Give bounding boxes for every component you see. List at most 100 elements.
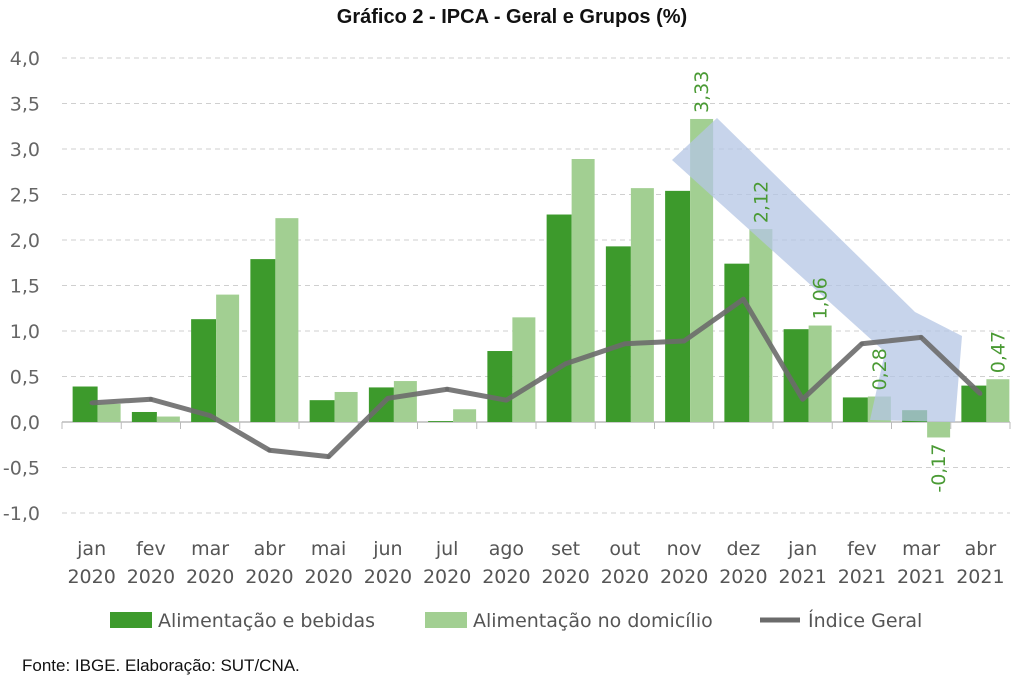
x-tick-label-month: jan	[76, 538, 106, 560]
bar-alimentacao-bebidas	[961, 385, 987, 422]
bar-alimentacao-domicilio	[927, 422, 951, 438]
x-tick-label-year: 2020	[660, 566, 708, 588]
line-point	[267, 448, 272, 453]
x-tick-label-year: 2021	[956, 566, 1004, 588]
bar-alimentacao-bebidas	[487, 351, 513, 422]
bar-alimentacao-domicilio	[453, 409, 477, 422]
x-tick-label-year: 2020	[245, 566, 293, 588]
line-point	[741, 297, 746, 302]
legend-label: Alimentação no domicílio	[473, 610, 713, 632]
bar-alimentacao-bebidas	[842, 397, 868, 422]
line-point	[504, 398, 509, 403]
x-tick-label-year: 2020	[482, 566, 530, 588]
x-tick-label-month: jan	[787, 538, 817, 560]
bar-alimentacao-domicilio	[393, 381, 417, 422]
line-point	[682, 339, 687, 344]
trend-arrow	[672, 118, 962, 422]
line-point	[563, 361, 568, 366]
bar-alimentacao-domicilio	[986, 379, 1010, 422]
x-tick-label-month: fev	[136, 538, 166, 560]
legend-label: Índice Geral	[808, 609, 922, 632]
bar-alimentacao-domicilio	[630, 188, 654, 422]
bar-alimentacao-domicilio	[97, 403, 121, 422]
x-tick-label-year: 2020	[601, 566, 649, 588]
bar-alimentacao-domicilio	[216, 294, 240, 422]
x-tick-label-month: ago	[489, 538, 524, 560]
line-point	[622, 341, 627, 346]
bar-alimentacao-bebidas	[191, 319, 217, 422]
y-tick-label: 3,0	[10, 139, 40, 161]
bar-alimentacao-bebidas	[131, 411, 157, 422]
x-tick-label-month: mar	[902, 538, 940, 560]
bar-alimentacao-bebidas	[605, 246, 631, 422]
bar-alimentacao-domicilio	[512, 317, 536, 422]
x-tick-label-year: 2021	[897, 566, 945, 588]
chart-title: Gráfico 2 - IPCA - Geral e Grupos (%)	[336, 6, 688, 28]
bar-alimentacao-domicilio	[571, 159, 595, 422]
y-tick-label: 2,0	[10, 230, 40, 252]
line-point	[208, 413, 213, 418]
legend-label: Alimentação e bebidas	[158, 610, 375, 632]
line-point	[859, 341, 864, 346]
x-tick-label-month: jun	[372, 538, 402, 560]
x-tick-label-month: mar	[191, 538, 229, 560]
bar-alimentacao-bebidas	[665, 190, 691, 422]
line-point	[800, 397, 805, 402]
x-tick-label-year: 2020	[67, 566, 115, 588]
bar-alimentacao-bebidas	[428, 421, 454, 422]
y-tick-label: 2,5	[10, 185, 40, 207]
x-tick-label-month: set	[551, 538, 580, 560]
x-tick-label-year: 2020	[304, 566, 352, 588]
line-point	[148, 397, 153, 402]
data-label: 2,12	[750, 181, 772, 223]
x-tick-label-year: 2021	[778, 566, 826, 588]
bar-alimentacao-bebidas	[546, 214, 572, 422]
x-tick-label-month: out	[609, 538, 640, 560]
x-tick-label-year: 2020	[719, 566, 767, 588]
y-tick-label: 1,5	[10, 276, 40, 298]
legend-swatch	[110, 612, 152, 628]
y-tick-label: 3,5	[10, 94, 40, 116]
y-tick-label: -0,5	[3, 458, 40, 480]
y-tick-label: 4,0	[10, 48, 40, 70]
x-tick-label-year: 2021	[838, 566, 886, 588]
line-point	[385, 396, 390, 401]
line-point	[978, 391, 983, 396]
bar-alimentacao-bebidas	[250, 259, 276, 422]
line-point	[326, 454, 331, 459]
data-label: 0,28	[869, 348, 891, 390]
line-point	[89, 400, 94, 405]
x-tick-label-month: nov	[667, 538, 702, 560]
x-tick-label-month: mai	[311, 538, 346, 560]
data-label: 1,06	[810, 277, 832, 319]
line-indice-geral	[91, 296, 983, 460]
bar-alimentacao-domicilio	[275, 218, 299, 422]
x-tick-label-year: 2020	[364, 566, 412, 588]
x-tick-label-month: abr	[965, 538, 997, 560]
x-tick-label-year: 2020	[541, 566, 589, 588]
data-label: 0,47	[987, 331, 1009, 373]
bar-alimentacao-domicilio	[156, 416, 180, 422]
y-tick-label: 1,0	[10, 321, 40, 343]
x-tick-label-month: fev	[847, 538, 877, 560]
y-tick-label: 0,0	[10, 412, 40, 434]
y-tick-label: -1,0	[3, 503, 40, 525]
legend-swatch	[425, 612, 467, 628]
x-tick-label-year: 2020	[127, 566, 175, 588]
x-tick-label-year: 2020	[186, 566, 234, 588]
bar-alimentacao-bebidas	[309, 400, 335, 422]
data-label: -0,17	[928, 443, 950, 492]
bar-alimentacao-bebidas	[724, 263, 750, 422]
x-tick-label-month: abr	[254, 538, 286, 560]
x-tick-label-month: dez	[727, 538, 761, 560]
data-label: 3,33	[691, 71, 713, 113]
y-tick-label: 0,5	[10, 367, 40, 389]
x-tick-label-year: 2020	[423, 566, 471, 588]
bar-alimentacao-domicilio	[334, 391, 358, 422]
line-point	[445, 387, 450, 392]
bar-alimentacao-domicilio	[690, 118, 714, 422]
line-point	[919, 335, 924, 340]
x-tick-label-month: jul	[435, 538, 459, 560]
